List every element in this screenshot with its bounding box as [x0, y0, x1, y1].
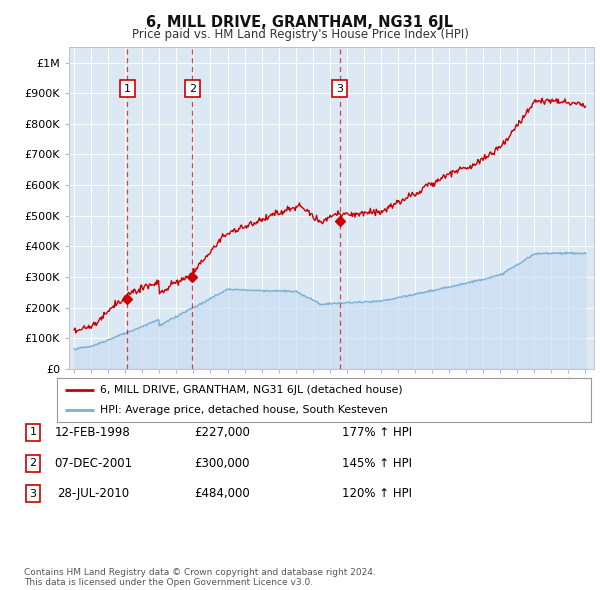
Text: £300,000: £300,000 [194, 457, 250, 470]
Text: 1: 1 [29, 428, 37, 437]
Text: 28-JUL-2010: 28-JUL-2010 [57, 487, 129, 500]
Text: £227,000: £227,000 [194, 426, 250, 439]
Text: 145% ↑ HPI: 145% ↑ HPI [342, 457, 412, 470]
Text: 3: 3 [29, 489, 37, 499]
Text: £484,000: £484,000 [194, 487, 250, 500]
Text: 2: 2 [188, 84, 196, 94]
Text: 2: 2 [29, 458, 37, 468]
Text: 1: 1 [124, 84, 131, 94]
Text: 177% ↑ HPI: 177% ↑ HPI [342, 426, 412, 439]
Text: Contains HM Land Registry data © Crown copyright and database right 2024.
This d: Contains HM Land Registry data © Crown c… [24, 568, 376, 587]
Text: HPI: Average price, detached house, South Kesteven: HPI: Average price, detached house, Sout… [100, 405, 388, 415]
Text: Price paid vs. HM Land Registry's House Price Index (HPI): Price paid vs. HM Land Registry's House … [131, 28, 469, 41]
Text: 07-DEC-2001: 07-DEC-2001 [54, 457, 132, 470]
Text: 3: 3 [336, 84, 343, 94]
Text: 6, MILL DRIVE, GRANTHAM, NG31 6JL (detached house): 6, MILL DRIVE, GRANTHAM, NG31 6JL (detac… [100, 385, 403, 395]
Text: 12-FEB-1998: 12-FEB-1998 [55, 426, 131, 439]
Text: 6, MILL DRIVE, GRANTHAM, NG31 6JL: 6, MILL DRIVE, GRANTHAM, NG31 6JL [146, 15, 454, 30]
Text: 120% ↑ HPI: 120% ↑ HPI [342, 487, 412, 500]
